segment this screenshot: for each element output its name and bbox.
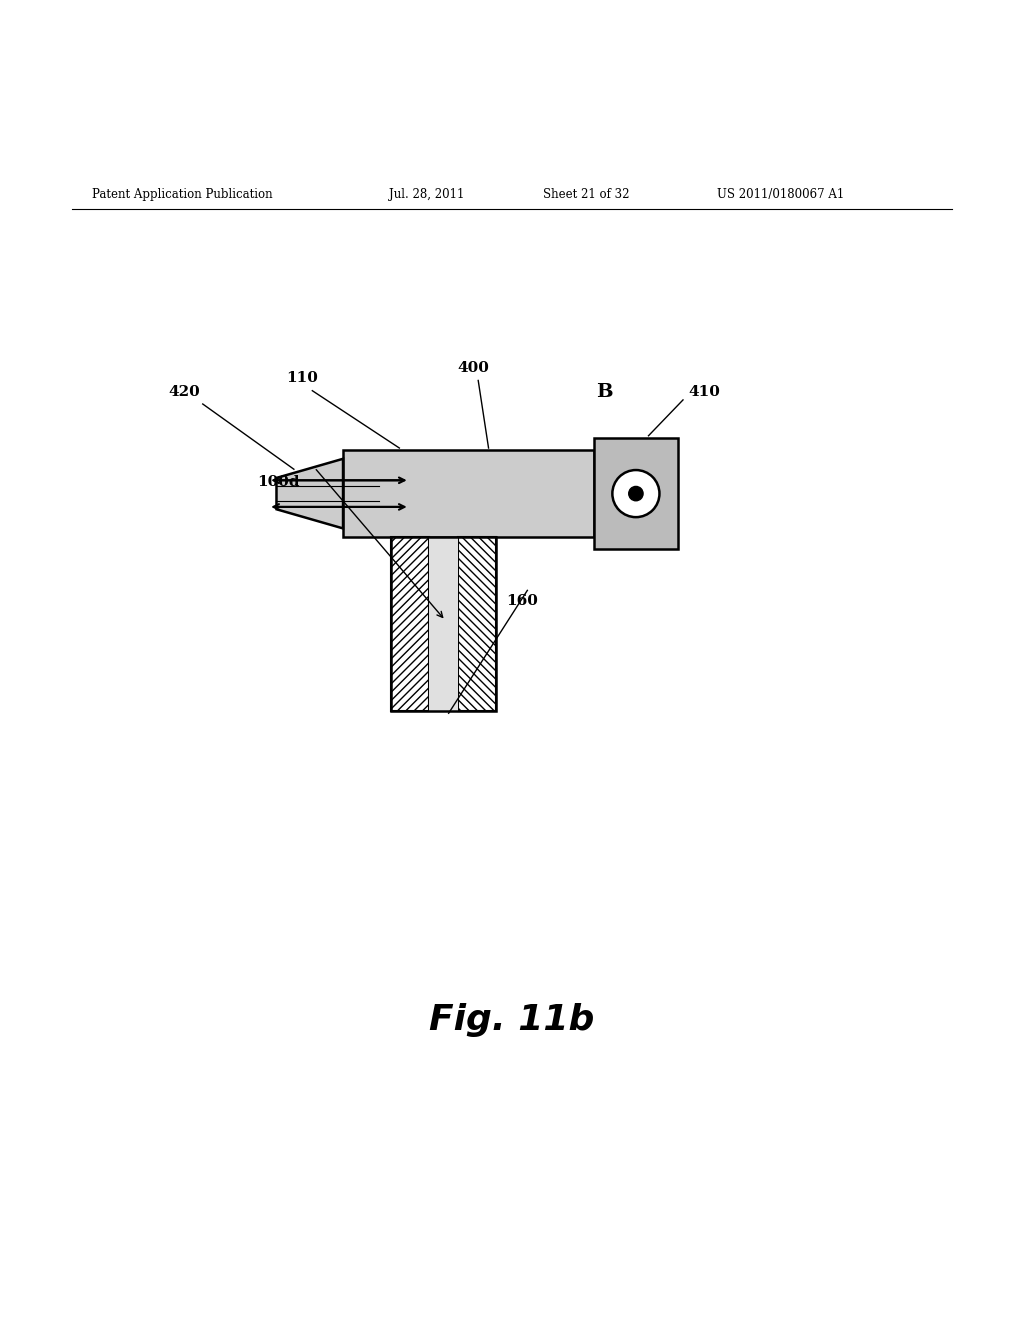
Bar [429,537,458,711]
Bar [594,438,678,549]
Text: 410: 410 [688,384,720,399]
Text: Sheet 21 of 32: Sheet 21 of 32 [543,187,629,201]
Text: B: B [596,383,612,401]
Text: Patent Application Publication: Patent Application Publication [92,187,272,201]
Text: 160: 160 [506,594,539,607]
Bar [343,450,594,537]
Text: Fig. 11b: Fig. 11b [429,1003,595,1038]
Text: US 2011/0180067 A1: US 2011/0180067 A1 [717,187,844,201]
Circle shape [612,470,659,517]
Bar [391,537,429,711]
Polygon shape [276,459,343,528]
Bar [391,537,496,711]
Circle shape [629,487,643,500]
Text: Jul. 28, 2011: Jul. 28, 2011 [389,187,465,201]
Bar [458,537,496,711]
Text: 400: 400 [457,362,489,375]
Text: 110: 110 [286,371,318,385]
Text: 100d: 100d [257,475,300,488]
Text: 420: 420 [168,384,201,399]
